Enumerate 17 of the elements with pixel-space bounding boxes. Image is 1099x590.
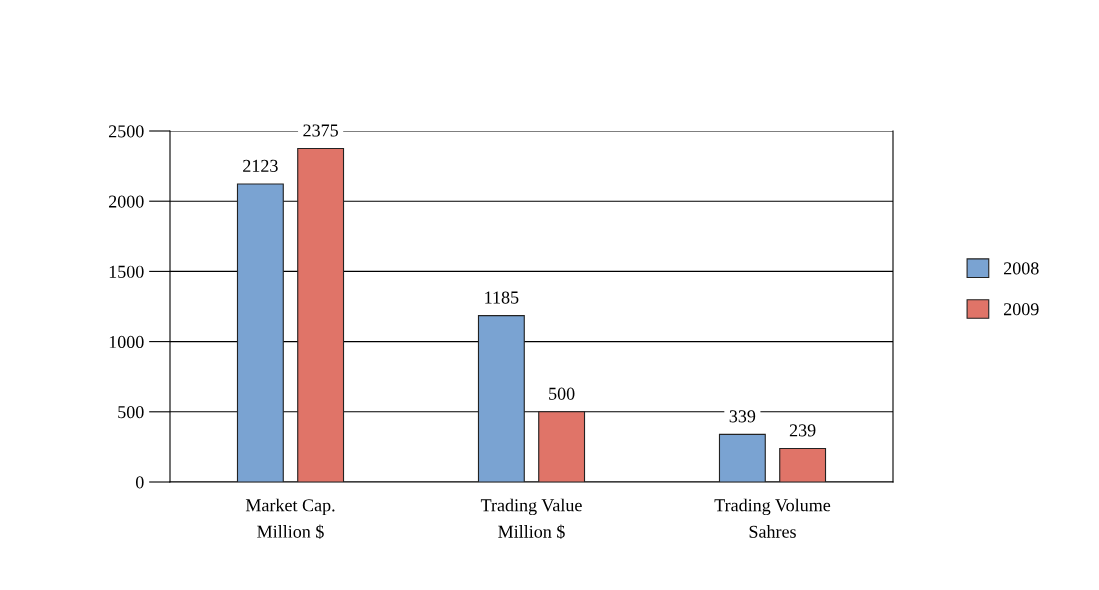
- data-label: 2375: [303, 124, 338, 137]
- y-tick-label: 0: [135, 476, 144, 489]
- legend-label: 2009: [1003, 303, 1039, 316]
- data-label: 239: [789, 424, 816, 437]
- y-tick-label: 500: [118, 406, 144, 419]
- y-tick-label: 1000: [109, 335, 144, 349]
- y-tick-label: 1500: [109, 265, 144, 278]
- data-label: 1185: [485, 291, 519, 304]
- data-label: 2123: [243, 159, 278, 172]
- data-label: 339: [729, 410, 756, 423]
- x-tick-label: Market Cap. Million $: [245, 498, 335, 539]
- y-tick-label: 2000: [108, 195, 144, 208]
- y-tick-label: 2500: [108, 125, 144, 138]
- data-label: 500: [549, 387, 575, 400]
- x-tick-label: Trading Value Million $: [480, 498, 582, 540]
- x-tick-label: Trading Volume Sahres: [714, 498, 831, 538]
- legend-label: 2008: [1003, 262, 1039, 275]
